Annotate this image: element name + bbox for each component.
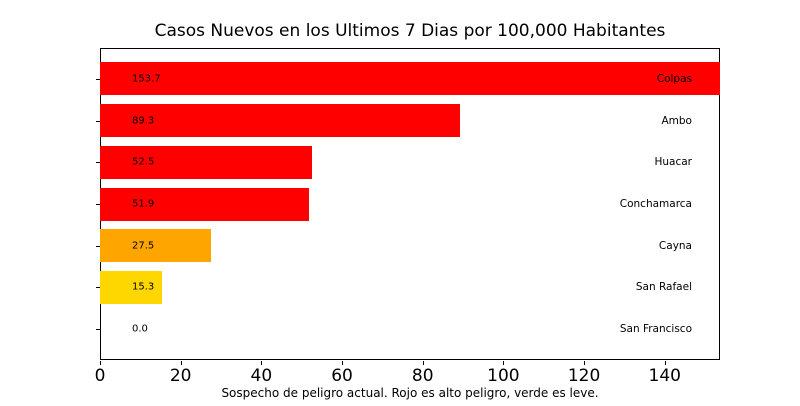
x-tick-mark bbox=[665, 361, 666, 365]
y-tick-label-cayna: Cayna bbox=[658, 239, 692, 252]
y-tick-mark bbox=[96, 162, 100, 163]
bar-value-label-ambo: 89.3 bbox=[132, 115, 155, 127]
bar-ambo bbox=[100, 104, 460, 137]
y-tick-label-huacar: Huacar bbox=[654, 156, 692, 169]
y-tick-label-san-francisco: San Francisco bbox=[619, 323, 692, 336]
bar-huacar bbox=[100, 146, 312, 179]
x-axis-label: Sospecho de peligro actual. Rojo es alto… bbox=[221, 386, 599, 400]
y-tick-label-colpas: Colpas bbox=[656, 72, 692, 85]
x-tick-mark bbox=[584, 361, 585, 365]
y-tick-label-ambo: Ambo bbox=[661, 114, 692, 127]
x-tick-label-140: 140 bbox=[648, 366, 681, 386]
bar-san-rafael bbox=[100, 271, 162, 304]
bar-value-label-san-rafael: 15.3 bbox=[132, 281, 155, 293]
bar-value-label-huacar: 52.5 bbox=[132, 156, 155, 168]
y-tick-mark bbox=[96, 329, 100, 330]
y-tick-mark bbox=[96, 246, 100, 247]
x-tick-mark bbox=[100, 361, 101, 365]
y-tick-mark bbox=[96, 79, 100, 80]
x-tick-label-120: 120 bbox=[567, 366, 601, 386]
bar-cayna bbox=[100, 229, 211, 262]
bar-conchamarca bbox=[100, 188, 309, 221]
y-tick-mark bbox=[96, 204, 100, 205]
x-tick-label-40: 40 bbox=[250, 366, 273, 386]
bar-value-label-conchamarca: 51.9 bbox=[132, 198, 155, 210]
bar-value-label-colpas: 153.7 bbox=[132, 73, 161, 85]
bar-value-label-cayna: 27.5 bbox=[132, 240, 155, 252]
x-tick-label-20: 20 bbox=[169, 366, 192, 386]
x-tick-mark bbox=[423, 361, 424, 365]
x-tick-label-0: 0 bbox=[94, 366, 106, 386]
y-tick-mark bbox=[96, 121, 100, 122]
x-tick-mark bbox=[342, 361, 343, 365]
x-tick-mark bbox=[181, 361, 182, 365]
bar-value-label-san-francisco: 0.0 bbox=[132, 323, 148, 335]
x-tick-label-60: 60 bbox=[331, 366, 353, 386]
x-tick-mark bbox=[261, 361, 262, 365]
bar-colpas bbox=[100, 62, 720, 95]
chart-title: Casos Nuevos en los Ultimos 7 Dias por 1… bbox=[154, 21, 666, 41]
y-tick-label-san-rafael: San Rafael bbox=[635, 281, 692, 294]
x-tick-mark bbox=[503, 361, 504, 365]
y-tick-mark bbox=[96, 287, 100, 288]
x-tick-label-80: 80 bbox=[411, 366, 434, 386]
x-tick-label-100: 100 bbox=[487, 366, 520, 386]
y-tick-label-conchamarca: Conchamarca bbox=[619, 198, 692, 210]
